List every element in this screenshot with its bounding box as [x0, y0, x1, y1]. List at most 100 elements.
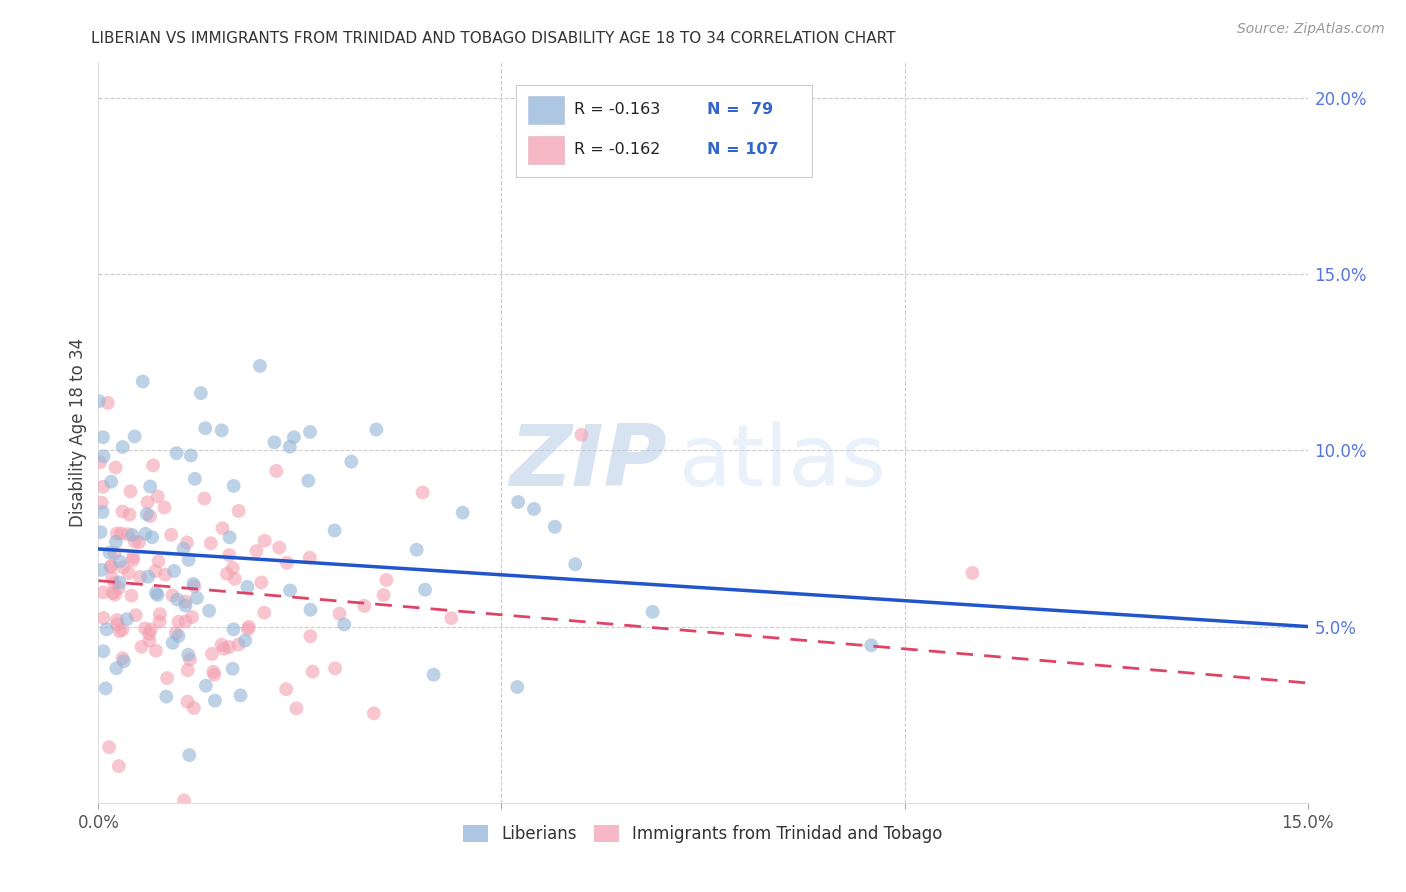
- Point: [564, 558, 586, 572]
- Point: [131, 640, 153, 654]
- Point: [412, 485, 434, 500]
- Point: [97, 396, 120, 410]
- Point: [249, 359, 271, 373]
- Text: ZIP: ZIP: [509, 421, 666, 504]
- Point: [145, 586, 167, 600]
- Point: [250, 575, 273, 590]
- Point: [107, 582, 129, 596]
- Point: [508, 495, 530, 509]
- Point: [405, 542, 427, 557]
- Point: [179, 652, 201, 666]
- Point: [276, 556, 298, 570]
- Point: [193, 491, 215, 506]
- Point: [167, 629, 190, 643]
- Point: [202, 665, 225, 679]
- Point: [221, 662, 243, 676]
- Point: [177, 648, 200, 662]
- Point: [155, 567, 177, 582]
- Point: [105, 526, 128, 541]
- Point: [145, 564, 167, 578]
- FancyBboxPatch shape: [527, 95, 564, 124]
- Point: [112, 654, 135, 668]
- Point: [211, 521, 233, 535]
- Point: [139, 509, 162, 524]
- Point: [118, 566, 141, 581]
- Point: [91, 585, 114, 599]
- Point: [108, 554, 131, 568]
- FancyBboxPatch shape: [516, 85, 811, 178]
- Point: [93, 611, 115, 625]
- Point: [134, 621, 156, 635]
- Text: N = 107: N = 107: [707, 143, 779, 157]
- Point: [117, 527, 139, 541]
- Point: [87, 394, 110, 409]
- Point: [353, 599, 375, 613]
- Point: [104, 534, 127, 549]
- Point: [233, 633, 256, 648]
- Point: [299, 629, 322, 643]
- Point: [173, 793, 195, 807]
- Point: [298, 550, 321, 565]
- Point: [105, 661, 128, 675]
- Point: [132, 375, 155, 389]
- Point: [111, 440, 134, 454]
- Point: [91, 505, 114, 519]
- Point: [153, 500, 176, 515]
- Point: [174, 594, 197, 608]
- Point: [177, 553, 200, 567]
- Point: [222, 622, 245, 636]
- Point: [363, 706, 385, 721]
- Point: [422, 667, 444, 681]
- Point: [173, 541, 195, 556]
- Point: [89, 455, 111, 469]
- Point: [103, 546, 125, 560]
- Point: [201, 647, 224, 661]
- Point: [128, 535, 150, 549]
- Point: [301, 665, 323, 679]
- Point: [253, 533, 276, 548]
- Point: [162, 636, 184, 650]
- Point: [124, 534, 146, 549]
- Point: [299, 425, 322, 439]
- Point: [145, 643, 167, 657]
- Point: [98, 740, 121, 755]
- Point: [108, 575, 131, 590]
- Point: [146, 490, 169, 504]
- Point: [962, 566, 984, 580]
- Point: [297, 474, 319, 488]
- Point: [571, 427, 593, 442]
- Point: [105, 617, 128, 632]
- Point: [129, 570, 152, 584]
- Point: [100, 475, 122, 489]
- Point: [451, 506, 474, 520]
- Point: [101, 586, 124, 600]
- Point: [163, 564, 186, 578]
- Text: Source: ZipAtlas.com: Source: ZipAtlas.com: [1237, 22, 1385, 37]
- Point: [269, 541, 291, 555]
- Legend: Liberians, Immigrants from Trinidad and Tobago: Liberians, Immigrants from Trinidad and …: [457, 819, 949, 850]
- Point: [523, 502, 546, 516]
- Point: [224, 572, 246, 586]
- Point: [100, 558, 122, 573]
- Point: [121, 528, 143, 542]
- Point: [544, 520, 567, 534]
- Point: [134, 526, 156, 541]
- Point: [186, 591, 208, 605]
- Point: [93, 644, 115, 658]
- Point: [860, 638, 883, 652]
- Point: [236, 580, 259, 594]
- Point: [122, 553, 145, 567]
- Point: [166, 592, 188, 607]
- Point: [111, 623, 134, 637]
- Point: [136, 569, 159, 583]
- Point: [506, 680, 529, 694]
- Point: [155, 690, 177, 704]
- Point: [139, 479, 162, 493]
- Point: [194, 679, 217, 693]
- Point: [90, 563, 112, 577]
- Point: [184, 472, 207, 486]
- Point: [212, 641, 235, 656]
- Point: [122, 549, 145, 564]
- Point: [142, 458, 165, 473]
- Point: [176, 695, 198, 709]
